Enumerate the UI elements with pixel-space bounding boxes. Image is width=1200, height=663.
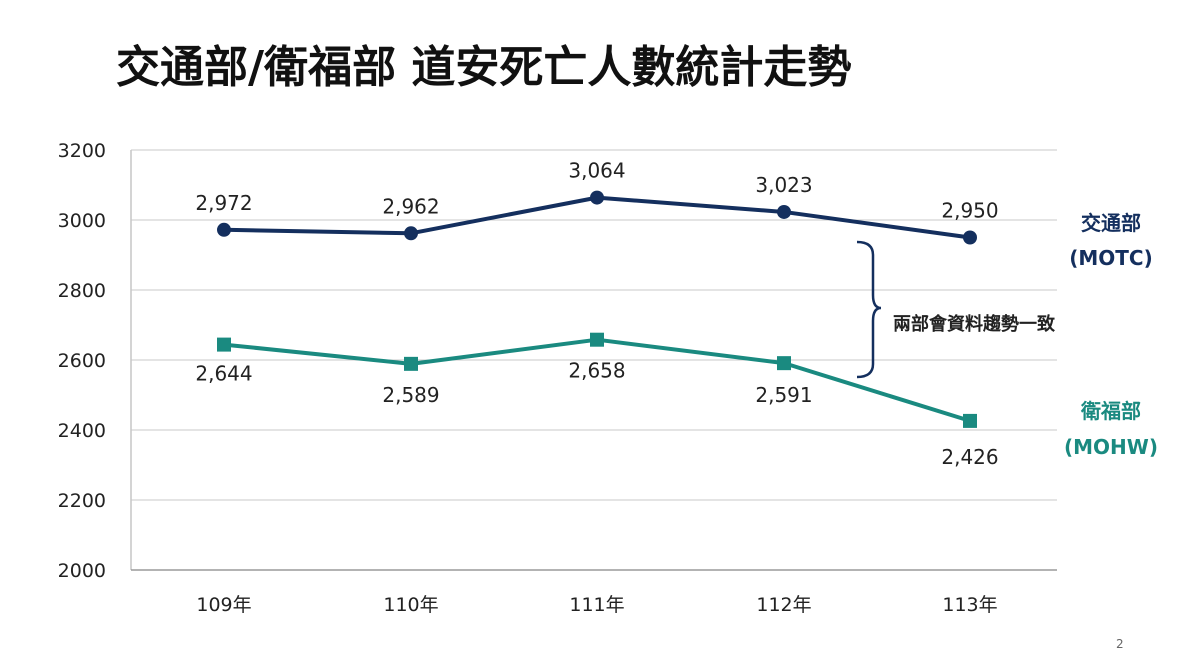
series-label: 衛福部 xyxy=(1080,399,1141,423)
y-tick-label: 3200 xyxy=(58,140,106,162)
y-tick-label: 2600 xyxy=(58,350,106,372)
data-label: 2,972 xyxy=(195,191,252,215)
data-label: 2,591 xyxy=(755,383,812,407)
data-point xyxy=(777,356,791,371)
data-label: 2,589 xyxy=(382,383,439,407)
series-label-code: (MOTC) xyxy=(1069,246,1153,270)
data-point xyxy=(963,230,977,245)
data-label: 2,658 xyxy=(568,359,625,383)
series-label-code: (MOHW) xyxy=(1064,435,1158,459)
data-point xyxy=(777,204,791,219)
x-axis: 109年 110年 111年 112年 113年 xyxy=(196,594,997,616)
data-point xyxy=(404,356,418,371)
data-label: 2,950 xyxy=(941,199,998,223)
series-mohw: 2,644 2,589 2,658 2,591 2,426 衛福部 (MOHW) xyxy=(195,332,1158,469)
series-group: 2,972 2,9623,0643,0232,950交通部(MOTC)2,6442… xyxy=(195,159,1158,469)
data-point xyxy=(217,337,231,352)
series-motc: 2,972 2,962 3,064 3,023 2,950 交通部 (MOTC) xyxy=(195,159,1152,270)
series-label: 交通部 xyxy=(1081,211,1141,235)
data-label: 3,064 xyxy=(568,159,625,183)
data-point xyxy=(404,226,418,241)
grid-lines xyxy=(130,149,1057,571)
x-tick-label: 109年 xyxy=(196,594,251,616)
annotation-text: 兩部會資料趨勢一致 xyxy=(893,313,1056,335)
x-tick-label: 112年 xyxy=(756,594,811,616)
chart-title: 交通部/衛福部 道安死亡人數統計走勢 xyxy=(116,42,851,93)
x-tick-label: 113年 xyxy=(942,594,997,616)
data-point xyxy=(590,332,604,347)
data-point xyxy=(590,190,604,205)
annotation-bracket xyxy=(856,240,882,379)
data-label: 2,644 xyxy=(195,362,252,386)
page-number: 2 xyxy=(1116,637,1124,651)
data-label: 3,023 xyxy=(755,173,812,197)
data-point xyxy=(217,222,231,237)
y-axis: 2000 2200 2400 2600 2800 3000 3200 xyxy=(58,140,106,582)
y-tick-label: 2400 xyxy=(58,420,106,442)
y-tick-label: 2200 xyxy=(58,490,106,512)
data-label: 2,426 xyxy=(941,445,998,469)
y-tick-label: 2800 xyxy=(58,280,106,302)
annotation-group: 兩部會資料趨勢一致 xyxy=(856,240,1056,379)
x-tick-label: 110年 xyxy=(383,594,438,616)
y-tick-label: 2000 xyxy=(58,560,106,582)
y-tick-label: 3000 xyxy=(58,210,106,232)
data-label: 2,962 xyxy=(382,194,439,218)
data-point xyxy=(963,413,977,428)
x-tick-label: 111年 xyxy=(569,594,624,616)
